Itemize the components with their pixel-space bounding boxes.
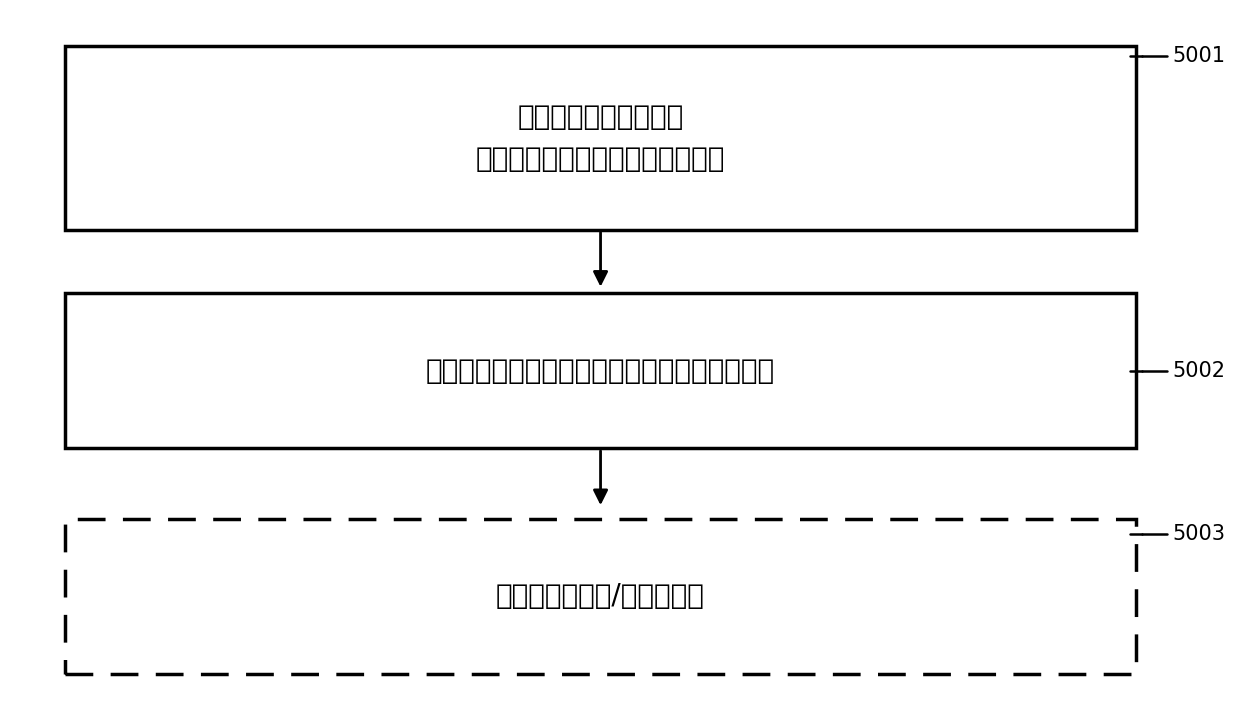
Bar <box>64 293 1136 448</box>
Text: 5001: 5001 <box>1173 46 1225 66</box>
Text: 借助许多光学元件使所述许多光路聚焦或者准直: 借助许多光学元件使所述许多光路聚焦或者准直 <box>427 356 775 384</box>
Text: 进行明场成像和/或暗场成像: 进行明场成像和/或暗场成像 <box>496 582 706 610</box>
Text: 以便分别选择地沿着许多光路发光: 以便分别选择地沿着许多光路发光 <box>476 145 725 173</box>
Text: 5002: 5002 <box>1173 361 1225 381</box>
Text: 5003: 5003 <box>1173 524 1225 544</box>
Text: 对光源单元进行控制，: 对光源单元进行控制， <box>517 103 683 131</box>
Bar <box>64 46 1136 230</box>
Bar <box>64 518 1136 674</box>
